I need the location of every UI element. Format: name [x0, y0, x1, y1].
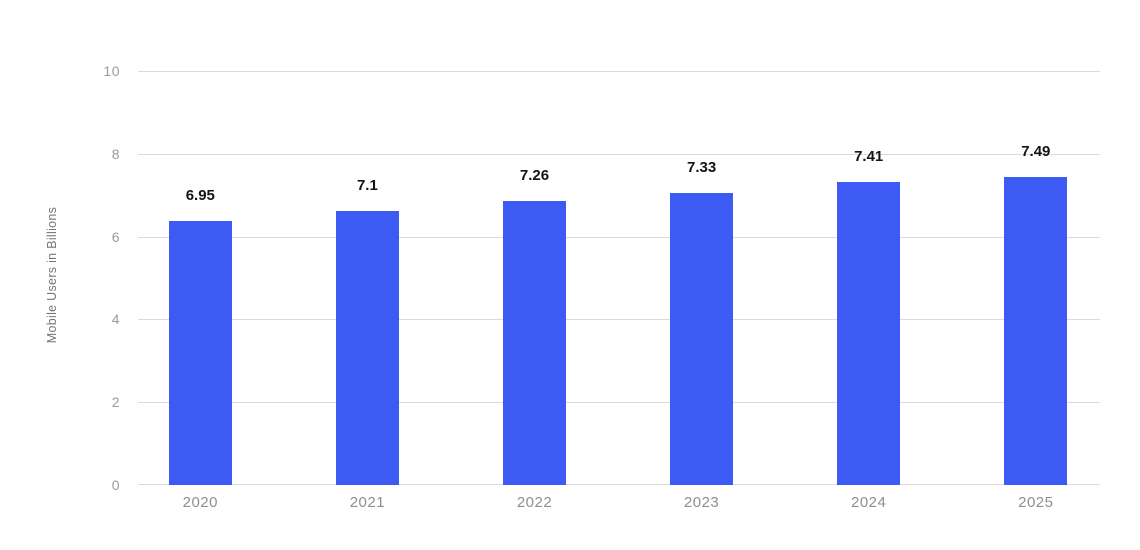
- bar-2022: [503, 200, 566, 485]
- gridline-y-8: [138, 153, 1100, 155]
- bar-2024: [837, 182, 901, 485]
- y-tick-label-4: 4: [111, 311, 120, 328]
- bar-value-label-2022: 7.26: [519, 166, 550, 184]
- gridline-y-0: [138, 484, 1100, 485]
- plot-area: 6.95 7.1 7.26 7.33 7.41 7.49: [138, 71, 1100, 485]
- bar-2020: [168, 220, 232, 485]
- bar-value-label-2023: 7.33: [686, 158, 717, 176]
- bar-value-label-2020: 6.95: [185, 186, 215, 204]
- y-tick-label-2: 2: [111, 394, 120, 411]
- bar-value-label-2025: 7.49: [1021, 143, 1051, 161]
- x-tick-label-2024: 2024: [851, 494, 887, 511]
- bar-2023: [670, 192, 734, 485]
- y-tick-label-0: 0: [111, 477, 120, 493]
- x-tick-label-2022: 2022: [516, 494, 553, 511]
- bar-value-label-2021: 7.1: [356, 176, 378, 194]
- x-tick-label-2021: 2021: [349, 494, 386, 511]
- y-tick-label-8: 8: [111, 145, 120, 162]
- x-tick-label-2025: 2025: [1018, 494, 1054, 511]
- y-tick-label-10: 10: [103, 63, 120, 79]
- bar-value-label-2024: 7.41: [854, 148, 884, 166]
- gridline-y-10: [138, 71, 1100, 72]
- gridline-y-2: [138, 402, 1100, 404]
- gridline-y-4: [138, 319, 1100, 321]
- y-tick-label-6: 6: [111, 228, 120, 245]
- gridline-y-6: [138, 236, 1100, 238]
- bar-2021: [335, 210, 399, 485]
- bar-2025: [1004, 177, 1068, 485]
- x-tick-label-2023: 2023: [683, 494, 720, 511]
- x-tick-label-2020: 2020: [182, 494, 218, 511]
